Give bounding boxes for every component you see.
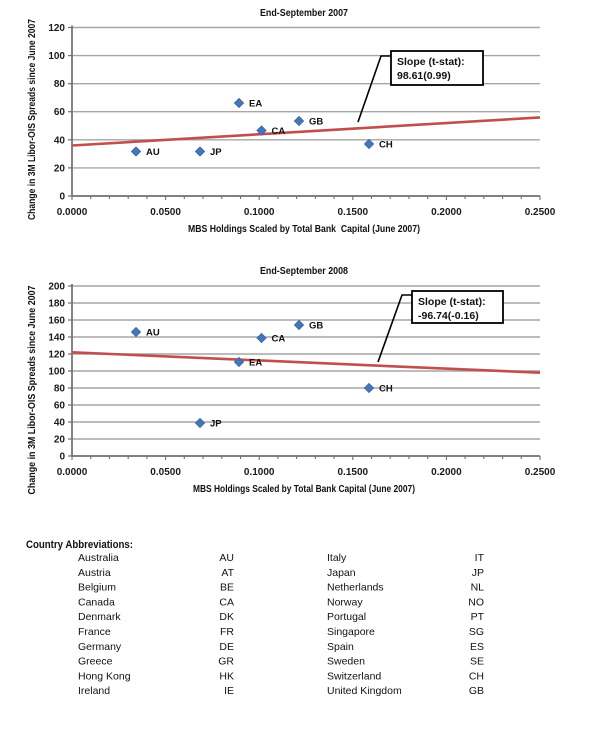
svg-text:80: 80 xyxy=(54,79,66,90)
svg-text:Singapore: Singapore xyxy=(327,626,375,638)
svg-text:EA: EA xyxy=(249,358,262,369)
svg-text:160: 160 xyxy=(48,316,65,327)
svg-text:Australia: Australia xyxy=(78,552,119,564)
svg-text:End-September 2008: End-September 2008 xyxy=(260,265,348,277)
svg-text:HK: HK xyxy=(219,670,234,682)
svg-text:DK: DK xyxy=(219,611,234,623)
svg-text:Denmark: Denmark xyxy=(78,611,121,623)
svg-text:120: 120 xyxy=(48,350,65,361)
svg-text:0.2500: 0.2500 xyxy=(525,467,556,478)
svg-text:100: 100 xyxy=(48,367,65,378)
svg-text:PT: PT xyxy=(471,611,485,623)
svg-text:0.2000: 0.2000 xyxy=(431,467,462,478)
svg-text:Switzerland: Switzerland xyxy=(327,670,381,682)
svg-text:120: 120 xyxy=(48,23,65,34)
svg-text:AT: AT xyxy=(221,567,234,579)
svg-text:GB: GB xyxy=(469,685,484,697)
svg-text:JP: JP xyxy=(210,419,222,430)
svg-text:AU: AU xyxy=(146,147,160,158)
svg-text:CH: CH xyxy=(379,140,393,151)
svg-text:Canada: Canada xyxy=(78,596,115,608)
svg-text:DE: DE xyxy=(219,641,234,653)
svg-text:0.0000: 0.0000 xyxy=(57,207,88,218)
svg-text:JP: JP xyxy=(472,567,484,579)
svg-text:BE: BE xyxy=(220,582,234,594)
svg-text:Netherlands: Netherlands xyxy=(327,582,384,594)
svg-text:0.1500: 0.1500 xyxy=(338,467,369,478)
svg-text:MBS Holdings Scaled by Total B: MBS Holdings Scaled by Total Bank Capita… xyxy=(193,484,415,495)
svg-text:-96.74(-0.16): -96.74(-0.16) xyxy=(418,310,479,322)
svg-text:Spain: Spain xyxy=(327,641,354,653)
svg-text:Norway: Norway xyxy=(327,596,363,608)
svg-text:140: 140 xyxy=(48,333,65,344)
svg-text:United Kingdom: United Kingdom xyxy=(327,685,402,697)
svg-text:SG: SG xyxy=(469,626,484,638)
svg-text:FR: FR xyxy=(220,626,234,638)
svg-text:NO: NO xyxy=(468,596,484,608)
svg-text:Slope (t-stat):: Slope (t-stat): xyxy=(418,296,486,308)
svg-text:GB: GB xyxy=(309,117,323,128)
svg-text:0: 0 xyxy=(59,192,65,203)
svg-text:France: France xyxy=(78,626,111,638)
svg-text:MBS Holdings Scaled by Total B: MBS Holdings Scaled by Total Bank Capita… xyxy=(188,224,420,235)
svg-text:IT: IT xyxy=(475,552,485,564)
svg-text:IE: IE xyxy=(224,685,234,697)
svg-text:Ireland: Ireland xyxy=(78,685,110,697)
svg-text:GR: GR xyxy=(218,656,234,668)
svg-text:0.2500: 0.2500 xyxy=(525,207,556,218)
svg-text:0.1000: 0.1000 xyxy=(244,207,275,218)
svg-text:Change in 3M Libor-OIS Spreads: Change in 3M Libor-OIS Spreads since Jun… xyxy=(27,19,38,220)
svg-text:40: 40 xyxy=(54,135,66,146)
svg-text:Hong Kong: Hong Kong xyxy=(78,670,131,682)
svg-text:0.1500: 0.1500 xyxy=(338,207,369,218)
svg-text:20: 20 xyxy=(54,435,66,446)
svg-text:200: 200 xyxy=(48,282,65,293)
svg-text:0: 0 xyxy=(59,452,65,463)
svg-text:Change in 3M Libor-OIS Spreads: Change in 3M Libor-OIS Spreads since Jun… xyxy=(27,285,38,494)
svg-text:0.0500: 0.0500 xyxy=(150,207,181,218)
svg-text:CA: CA xyxy=(272,126,286,137)
svg-text:Japan: Japan xyxy=(327,567,356,579)
svg-text:End-September 2007: End-September 2007 xyxy=(260,7,348,19)
svg-text:CH: CH xyxy=(379,384,393,395)
svg-text:JP: JP xyxy=(210,147,222,158)
svg-text:80: 80 xyxy=(54,384,66,395)
svg-text:Country Abbreviations:: Country Abbreviations: xyxy=(26,539,133,551)
svg-text:NL: NL xyxy=(471,582,485,594)
svg-text:40: 40 xyxy=(54,418,66,429)
svg-text:20: 20 xyxy=(54,163,66,174)
svg-text:0.2000: 0.2000 xyxy=(431,207,462,218)
svg-text:GB: GB xyxy=(309,321,323,332)
svg-text:Greece: Greece xyxy=(78,656,113,668)
svg-text:AU: AU xyxy=(146,328,160,339)
svg-text:60: 60 xyxy=(54,401,66,412)
svg-text:180: 180 xyxy=(48,299,65,310)
svg-text:Belgium: Belgium xyxy=(78,582,116,594)
svg-text:Sweden: Sweden xyxy=(327,656,365,668)
svg-text:SE: SE xyxy=(470,656,484,668)
svg-text:Italy: Italy xyxy=(327,552,347,564)
svg-text:Portugal: Portugal xyxy=(327,611,366,623)
svg-text:0.1000: 0.1000 xyxy=(244,467,275,478)
svg-text:98.61(0.99): 98.61(0.99) xyxy=(397,70,451,82)
svg-text:CA: CA xyxy=(219,596,234,608)
svg-text:60: 60 xyxy=(54,107,66,118)
svg-text:AU: AU xyxy=(219,552,234,564)
svg-text:0.0000: 0.0000 xyxy=(57,467,88,478)
svg-text:ES: ES xyxy=(470,641,484,653)
svg-text:100: 100 xyxy=(48,51,65,62)
svg-text:0.0500: 0.0500 xyxy=(150,467,181,478)
svg-text:CH: CH xyxy=(469,670,484,682)
svg-text:Slope (t-stat):: Slope (t-stat): xyxy=(397,56,465,68)
svg-text:CA: CA xyxy=(272,334,286,345)
svg-text:Germany: Germany xyxy=(78,641,122,653)
svg-text:Austria: Austria xyxy=(78,567,111,579)
svg-text:EA: EA xyxy=(249,99,262,110)
